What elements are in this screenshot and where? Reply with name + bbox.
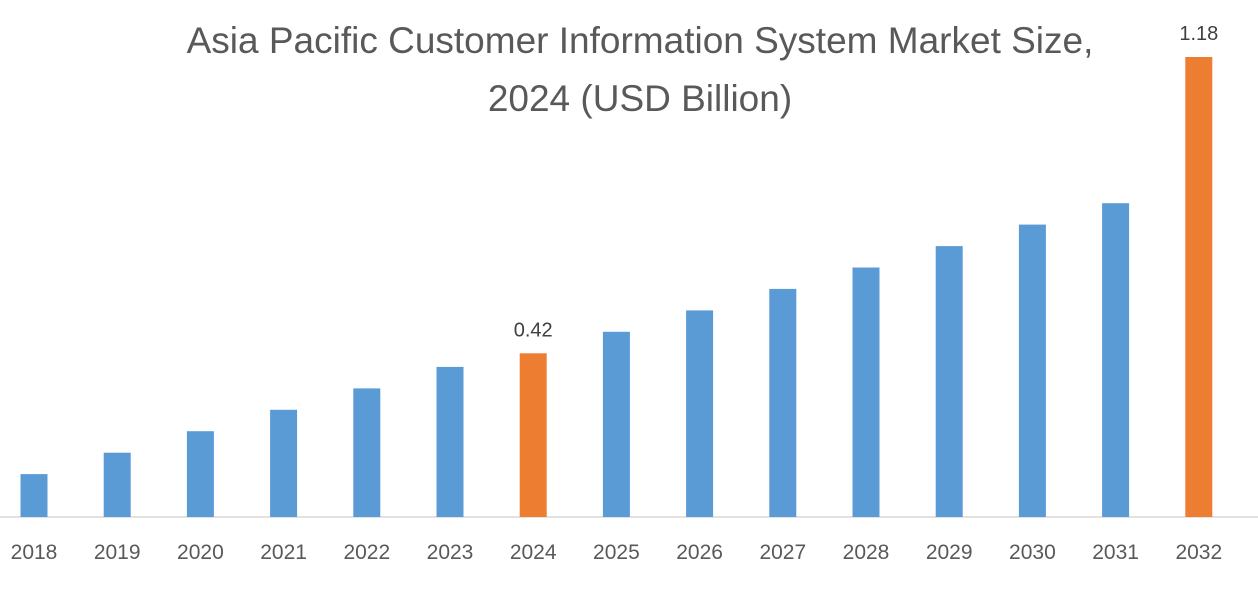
x-tick-label-2022: 2022 [343, 541, 390, 564]
x-tick-label-2023: 2023 [427, 541, 474, 564]
bar-2018 [20, 474, 48, 517]
bar-2022 [353, 388, 381, 517]
data-label-2032: 1.18 [1179, 23, 1218, 45]
x-tick-label-2025: 2025 [593, 541, 640, 564]
x-tick-label-2027: 2027 [759, 541, 806, 564]
x-tick-label-2024: 2024 [510, 541, 557, 564]
x-tick-label-2030: 2030 [1009, 541, 1056, 564]
x-tick-label-2019: 2019 [94, 541, 141, 564]
bar-2023 [436, 366, 464, 517]
bar-2024 [519, 353, 547, 517]
x-tick-label-2032: 2032 [1175, 541, 1222, 564]
x-tick-label-2029: 2029 [926, 541, 973, 564]
x-tick-label-2031: 2031 [1092, 541, 1139, 564]
x-tick-label-2018: 2018 [11, 541, 58, 564]
bar-2031 [1102, 203, 1130, 517]
x-tick-label-2028: 2028 [843, 541, 890, 564]
bar-2030 [1018, 224, 1046, 517]
bar-2028 [852, 267, 880, 517]
x-tick-label-2021: 2021 [260, 541, 307, 564]
data-label-2024: 0.42 [514, 319, 553, 341]
bar-2025 [602, 331, 630, 517]
chart-title-line-2: 2024 (USD Billion) [487, 78, 793, 119]
x-tick-label-2026: 2026 [676, 541, 723, 564]
bar-2021 [270, 409, 298, 517]
bar-2027 [769, 288, 797, 517]
x-tick-label-2020: 2020 [177, 541, 224, 564]
bar-2019 [103, 452, 131, 517]
bar-2020 [186, 431, 214, 517]
chart-title-line-1: Asia Pacific Customer Information System… [186, 20, 1094, 61]
bar-2032 [1185, 57, 1213, 517]
bar-2029 [935, 246, 963, 517]
bar-2026 [686, 310, 714, 517]
